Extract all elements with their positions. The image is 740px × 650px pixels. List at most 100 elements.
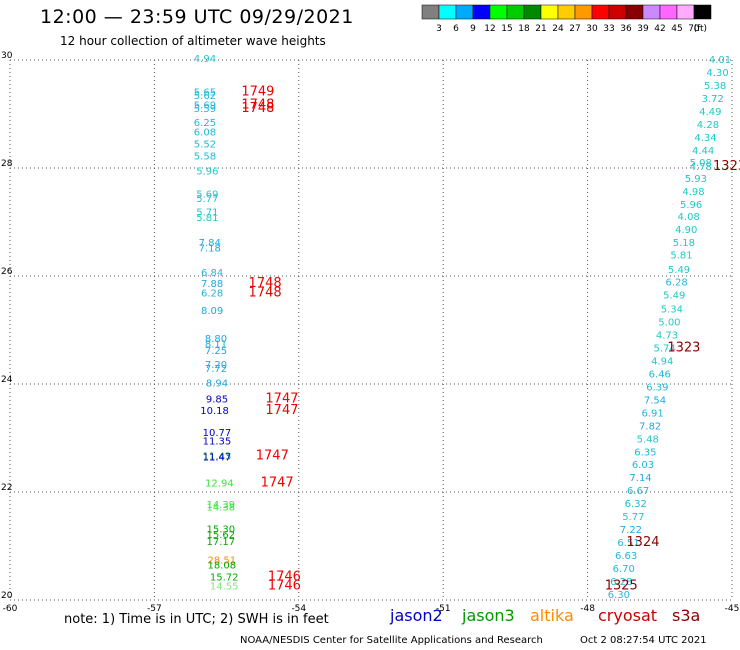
time-label: 1747	[265, 391, 298, 406]
time-label: 1747	[261, 476, 294, 491]
wave-height-label: 7.72	[205, 364, 227, 375]
x-tick-label: -60	[3, 604, 18, 614]
wave-height-label: 5.81	[670, 251, 692, 262]
wave-height-label: 4.01	[709, 55, 731, 66]
colorbar-swatch	[591, 4, 610, 20]
wave-height-label: 5.77	[196, 194, 218, 205]
wave-height-label: 12.94	[205, 479, 234, 490]
wave-height-label: 6.35	[634, 447, 656, 458]
colorbar-swatch	[608, 4, 627, 20]
wave-height-label: 5.71	[196, 208, 218, 219]
colorbar-tick-label: 33	[603, 24, 614, 34]
wave-height-label: 4.98	[682, 187, 704, 198]
time-label: 1324	[626, 535, 659, 550]
x-axis-ticks: -60 -57 -54 -51 -48 -45	[3, 604, 740, 614]
colorbar-tick-label: 45	[671, 24, 682, 34]
colorbar-swatch	[693, 4, 712, 20]
time-label: 1325	[605, 579, 638, 594]
wave-height-label: 5.65	[194, 88, 216, 99]
wave-height-label: 6.63	[615, 551, 637, 562]
wave-height-label: 6.91	[641, 408, 663, 419]
colorbar-tick-label: 3	[436, 24, 442, 34]
wave-height-label: 4.08	[678, 212, 700, 223]
colorbar-tick-label: 18	[518, 24, 530, 34]
wave-height-label: 14.55	[210, 582, 239, 593]
wave-height-label: 5.59	[194, 104, 216, 115]
mission-legend-cryosat: cryosat	[598, 606, 658, 625]
wave-height-label: 4.73	[656, 331, 678, 342]
wave-height-label: 7.18	[199, 244, 221, 255]
wave-height-label: 5.49	[663, 291, 685, 302]
x-tick-label: -57	[147, 604, 162, 614]
wave-height-label: 3.72	[702, 94, 724, 105]
colorbar-swatch	[421, 4, 440, 20]
wave-height-label: 5.34	[661, 305, 683, 316]
colorbar-tick-label: 70	[688, 24, 700, 34]
wave-height-label: 6.28	[610, 577, 632, 588]
chart-subtitle: 12 hour collection of altimeter wave hei…	[60, 34, 326, 48]
colorbar-tick-label: 36	[620, 24, 632, 34]
colorbar-swatch	[659, 4, 678, 20]
wave-height-label: 6.30	[608, 590, 630, 601]
wave-height-label: 6.28	[201, 289, 223, 300]
colorbar-tick-label: 42	[654, 24, 665, 34]
x-tick-label: -51	[436, 604, 451, 614]
credit-line: NOAA/NESDIS Center for Satellite Applica…	[240, 635, 543, 646]
wave-height-label: 4.44	[692, 146, 714, 157]
wave-height-label: 15.72	[210, 573, 239, 584]
colorbar-swatch	[455, 4, 474, 20]
wave-height-label: 14.38	[207, 502, 236, 513]
wave-height-label: 5.58	[194, 151, 216, 162]
wave-height-label: 18.08	[207, 561, 236, 572]
time-label: 1323	[713, 159, 740, 174]
colorbar-tick-label: 9	[470, 24, 476, 34]
wave-height-label: 5.74	[653, 344, 675, 355]
time-label: 1746	[268, 579, 301, 594]
wave-height-label: 15.30	[207, 525, 236, 536]
wave-height-label: 4.94	[651, 357, 673, 368]
colorbar-swatch	[625, 4, 644, 20]
wave-height-label: 5.69	[194, 101, 216, 112]
colorbar-tick-label: 27	[569, 24, 580, 34]
y-axis-ticks: 20 22 24 26 28 30	[1, 51, 13, 601]
wave-height-label: 7.88	[201, 279, 223, 290]
colorbar-swatch	[506, 4, 525, 20]
y-tick-label: 22	[1, 483, 12, 493]
wave-height-label: 7.25	[205, 346, 227, 357]
wave-height-label: 28.51	[207, 555, 236, 566]
colorbar-legend: 3 6 9 12 15 18 21 24 27 30 33 36 39 42 45 70(ft)	[421, 4, 712, 34]
time-label: 1748	[241, 98, 274, 113]
wave-height-labels: 4.945.655.625.695.596.256.085.525.585.96…	[194, 54, 731, 601]
wave-height-label: 6.32	[625, 499, 647, 510]
wave-height-label: 7.22	[620, 525, 642, 536]
colorbar-tick-label: 24	[552, 24, 564, 34]
mission-legend-jason3: jason3	[462, 606, 515, 625]
wave-height-label: 6.67	[627, 486, 649, 497]
wave-height-label: 5.00	[658, 318, 680, 329]
wave-height-label: 7.54	[644, 395, 666, 406]
wave-height-label: 6.70	[613, 564, 635, 575]
x-tick-label: -54	[291, 604, 306, 614]
wave-height-label: 6.46	[649, 370, 671, 381]
wave-height-label: 5.69	[196, 190, 218, 201]
time-label: 1748	[241, 101, 274, 116]
time-label: 1747	[256, 449, 289, 464]
wave-height-label: 4.94	[194, 54, 216, 65]
wave-height-label: 5.38	[704, 81, 726, 92]
y-tick-label: 30	[1, 51, 13, 61]
y-tick-label: 26	[1, 267, 13, 277]
page-title: 12:00 — 23:59 UTC 09/29/2021	[40, 6, 354, 28]
mission-legend-s3a: s3a	[672, 606, 701, 625]
time-label: 1747	[265, 403, 298, 418]
colorbar-swatch	[523, 4, 542, 20]
wave-height-label: 4.78	[690, 162, 712, 173]
colorbar-tick-label: 15	[501, 24, 512, 34]
wave-height-label: 7.84	[199, 238, 221, 249]
colorbar-swatch	[540, 4, 559, 20]
colorbar-unit-label: (ft)	[693, 24, 707, 34]
wave-height-label: 5.81	[196, 213, 218, 224]
wave-height-label: 6.03	[632, 460, 654, 471]
wave-height-label: 5.96	[680, 200, 702, 211]
wave-height-label: 5.08	[690, 158, 712, 169]
